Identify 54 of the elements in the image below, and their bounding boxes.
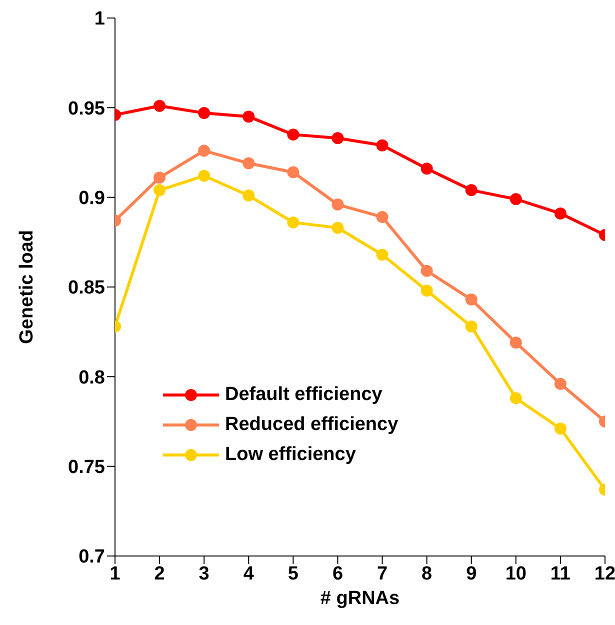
point <box>287 166 300 178</box>
point <box>465 184 478 196</box>
x-tick-label: 9 <box>466 563 477 584</box>
point <box>510 392 522 404</box>
x-tick-label: 11 <box>550 563 571 584</box>
point <box>154 184 166 196</box>
x-tick-label: 2 <box>154 563 165 584</box>
x-tick-label: 5 <box>288 563 299 584</box>
y-axis-title: Genetic load <box>16 230 38 344</box>
point <box>332 222 344 234</box>
x-tick-label: 1 <box>110 563 121 584</box>
point <box>242 157 255 170</box>
x-tick-label: 3 <box>198 563 210 584</box>
point <box>465 320 478 332</box>
point <box>420 162 433 175</box>
y-tick-label: 0.85 <box>68 278 106 299</box>
point <box>198 170 210 182</box>
x-tick-label: 4 <box>243 563 254 584</box>
x-tick-label: 10 <box>505 563 526 584</box>
y-tick-label: 0.9 <box>78 188 105 210</box>
x-tick-label: 7 <box>376 563 388 584</box>
y-tick-label: 1 <box>94 8 106 30</box>
point <box>242 190 255 202</box>
point <box>510 336 522 349</box>
point <box>287 128 300 141</box>
point <box>332 132 344 144</box>
y-tick-label: 0.95 <box>68 98 106 120</box>
point <box>554 378 566 390</box>
point <box>554 422 566 435</box>
x-tick-label: 8 <box>422 563 432 584</box>
legend-label: Reduced efficiency <box>225 413 398 437</box>
point <box>154 172 166 184</box>
point <box>465 294 478 306</box>
x-axis-title: # gRNAs <box>320 588 400 609</box>
x-tick-label: 12 <box>594 563 615 584</box>
point <box>510 193 522 206</box>
point <box>554 207 566 220</box>
legend-label: Default efficiency <box>225 383 382 407</box>
point <box>242 110 255 123</box>
point <box>287 216 300 228</box>
y-tick-label: 0.75 <box>68 457 106 478</box>
point <box>154 100 166 112</box>
point <box>376 248 388 261</box>
point <box>376 211 388 224</box>
point <box>420 284 433 297</box>
point <box>198 144 210 157</box>
point <box>198 107 210 120</box>
y-tick-label: 0.7 <box>78 546 105 568</box>
legend-label: Low efficiency <box>225 443 356 467</box>
point <box>376 139 388 152</box>
y-tick-label: 0.8 <box>78 367 105 388</box>
point <box>332 198 344 211</box>
point <box>420 264 433 277</box>
x-tick-label: 6 <box>332 563 344 584</box>
